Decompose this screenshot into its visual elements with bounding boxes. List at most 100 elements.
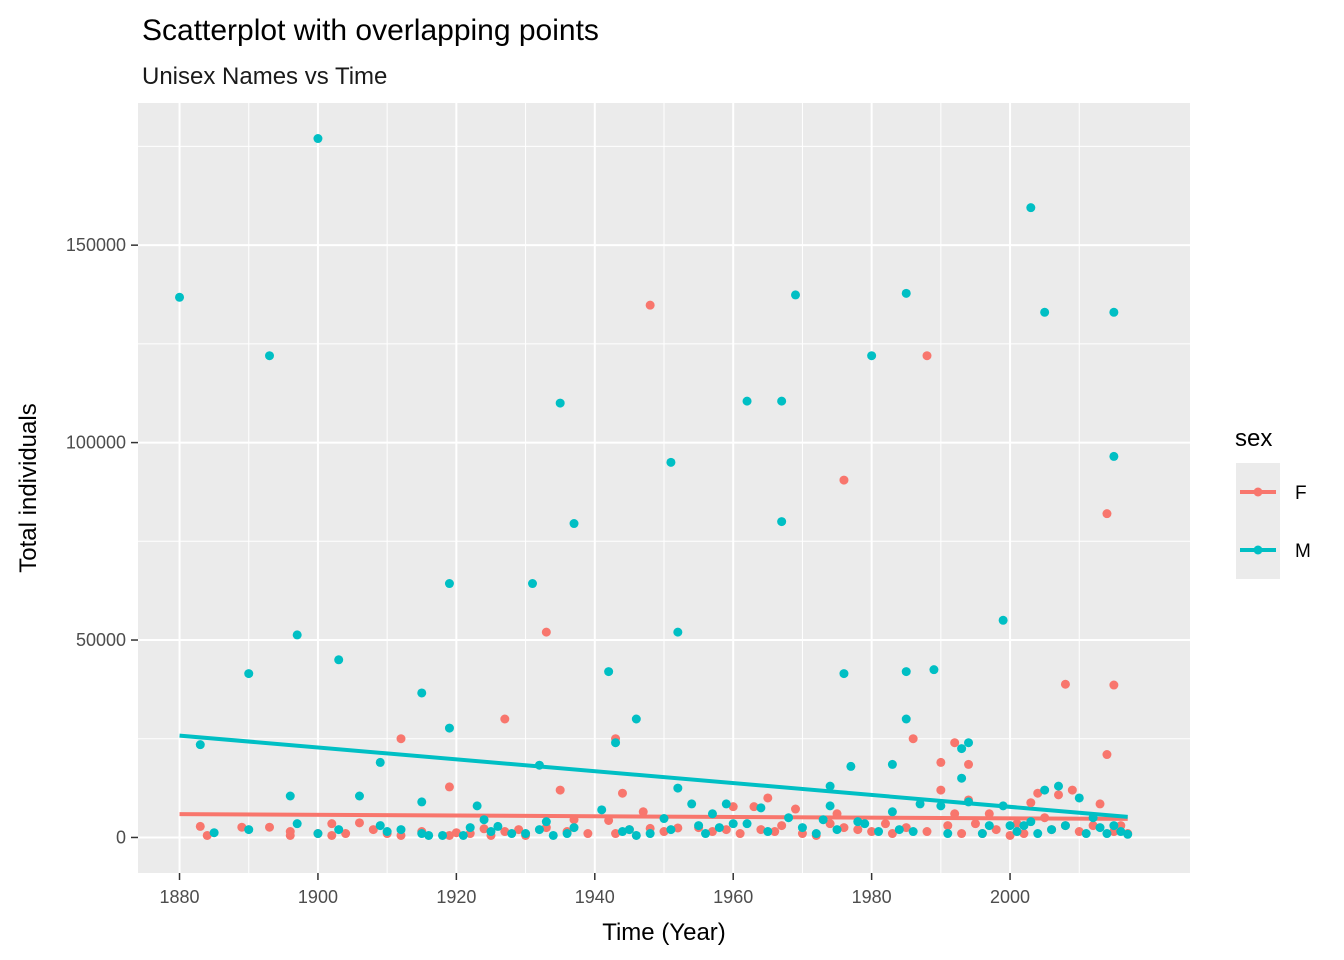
data-point-m [901, 714, 911, 724]
data-point-f [659, 827, 669, 837]
data-point-m [555, 398, 565, 408]
data-point-f [202, 830, 212, 840]
data-point-f [617, 788, 627, 798]
data-point-m [728, 819, 738, 829]
data-point-m [977, 829, 987, 839]
data-point-m [887, 759, 897, 769]
minor-grid [138, 103, 1190, 873]
data-point-m [825, 781, 835, 791]
data-point-m [604, 667, 614, 677]
data-point-m [1019, 821, 1029, 831]
data-point-f [908, 734, 918, 744]
data-point-f [880, 819, 890, 829]
data-point-f [1102, 750, 1112, 760]
data-point-f [645, 300, 655, 310]
data-point-m [444, 579, 454, 589]
data-point-f [396, 734, 406, 744]
data-point-m [998, 615, 1008, 625]
data-point-f [832, 809, 842, 819]
legend-point-m [1253, 545, 1263, 555]
data-point-m [1033, 829, 1043, 839]
data-point-m [874, 827, 884, 837]
data-point-m [292, 630, 302, 640]
data-point-m [354, 791, 364, 801]
y-tick-label: 150000 [66, 235, 126, 255]
data-point-m [853, 817, 863, 827]
data-point-m [417, 797, 427, 807]
data-point-m [631, 830, 641, 840]
data-point-m [472, 801, 482, 811]
data-point-f [1109, 680, 1119, 690]
data-point-f [777, 821, 787, 831]
x-tick-label: 1920 [436, 887, 476, 907]
data-point-m [1088, 813, 1098, 823]
data-point-m [839, 669, 849, 679]
legend-point-f [1253, 487, 1263, 497]
data-point-f [514, 825, 524, 835]
x-tick-label: 1940 [575, 887, 615, 907]
data-point-f [444, 830, 454, 840]
data-point-f [936, 785, 946, 795]
data-point-f [901, 823, 911, 833]
data-point-m [714, 823, 724, 833]
data-point-f [950, 738, 960, 748]
data-point-m [417, 688, 427, 698]
data-point-m [867, 351, 877, 361]
data-point-m [832, 825, 842, 835]
data-point-m [1102, 829, 1112, 839]
data-point-m [943, 829, 953, 839]
data-point-m [645, 829, 655, 839]
data-point-m [659, 814, 669, 824]
y-tick-label: 0 [116, 827, 126, 847]
data-point-m [673, 783, 683, 793]
data-point-m [493, 821, 503, 831]
data-point-m [465, 823, 475, 833]
data-point-f [327, 819, 337, 829]
data-point-m [894, 825, 904, 835]
data-point-m [424, 830, 434, 840]
data-point-m [797, 823, 807, 833]
data-point-f [936, 757, 946, 767]
data-point-f [735, 829, 745, 839]
x-axis-title: Time (Year) [602, 919, 726, 946]
data-point-m [375, 821, 385, 831]
data-point-m [313, 134, 323, 144]
data-point-m [313, 829, 323, 839]
data-point-f [887, 829, 897, 839]
data-point-f [1067, 785, 1077, 795]
data-point-f [1019, 829, 1029, 839]
data-point-f [1026, 798, 1036, 808]
y-tick-label: 100000 [66, 433, 126, 453]
data-point-f [611, 829, 621, 839]
data-point-m [285, 791, 295, 801]
data-point-m [666, 457, 676, 467]
data-point-m [507, 829, 517, 839]
data-point-m [791, 290, 800, 300]
trend-line-f [179, 812, 1128, 821]
legend: sex F M [1235, 425, 1311, 579]
data-point-f [964, 759, 974, 769]
data-point-f [451, 828, 461, 838]
data-point-m [1060, 821, 1070, 831]
data-point-m [417, 829, 427, 839]
data-point-m [784, 813, 794, 823]
data-point-m [998, 801, 1008, 811]
data-point-m [1005, 821, 1015, 831]
data-point-m [901, 667, 911, 677]
data-point-m [195, 740, 205, 750]
data-point-m [957, 744, 967, 754]
data-point-f [1005, 830, 1015, 840]
data-point-m [707, 809, 717, 819]
x-tick-label: 1960 [713, 887, 753, 907]
data-point-m [1095, 823, 1105, 833]
data-point-m [825, 801, 835, 811]
data-point-f [479, 824, 489, 834]
data-point-m [521, 829, 531, 839]
data-point-f [825, 819, 835, 829]
data-point-m [334, 825, 344, 835]
data-point-m [611, 738, 621, 748]
data-point-f [756, 825, 766, 835]
data-point-m [777, 517, 787, 527]
data-point-m [957, 773, 967, 783]
data-point-m [534, 825, 544, 835]
